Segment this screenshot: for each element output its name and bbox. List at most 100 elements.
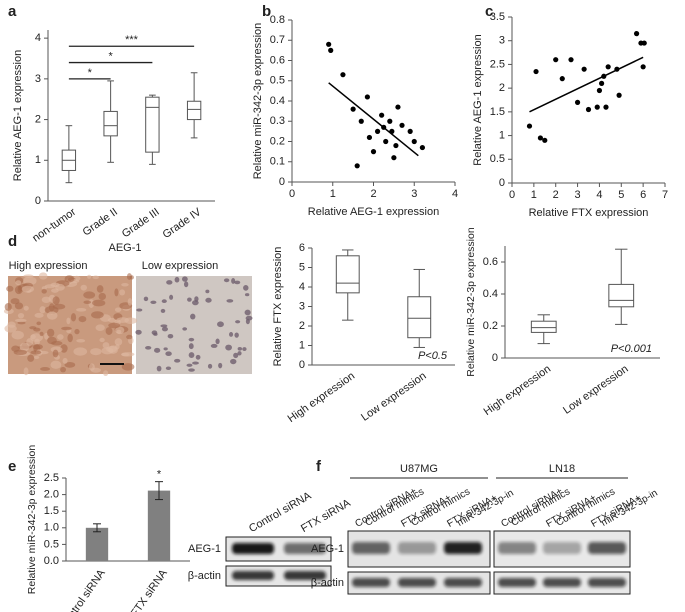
- blot-band: [284, 543, 326, 554]
- blot-band: [498, 578, 536, 587]
- tissue-stain: [74, 328, 80, 335]
- tissue-stain: [127, 298, 133, 306]
- tissue-stain: [4, 302, 12, 311]
- point: [596, 87, 603, 94]
- cell-nucleus: [188, 337, 195, 342]
- y-tick-label: 3: [299, 300, 305, 312]
- panel-letter: b: [262, 3, 271, 20]
- significance-label: *: [88, 67, 93, 79]
- tissue-stain: [83, 300, 92, 304]
- tissue-stain: [61, 326, 72, 331]
- tissue-stain: [41, 288, 47, 294]
- tissue-stain: [6, 285, 14, 292]
- tissue-stain: [7, 321, 16, 328]
- y-tick-label: 2: [499, 82, 505, 94]
- blot-band: [588, 578, 626, 587]
- cell-nucleus: [217, 321, 224, 328]
- y-tick-label: 0: [492, 352, 498, 364]
- row-label: AEG-1: [188, 543, 221, 555]
- x-axis-label: Relative AEG-1 expression: [308, 206, 439, 218]
- y-tick-label: 5: [299, 261, 305, 273]
- x-tick-label: Control siRNA: [58, 567, 108, 612]
- tissue-stain: [34, 312, 44, 318]
- tissue-stain: [11, 330, 24, 340]
- point: [399, 122, 405, 128]
- cell-nucleus: [150, 300, 157, 304]
- tissue-stain: [90, 348, 102, 356]
- group-label: LN18: [549, 463, 575, 475]
- cell-nucleus: [156, 365, 162, 372]
- x-tick-label: 4: [452, 188, 458, 200]
- tissue-stain: [36, 321, 42, 326]
- tissue-stain: [121, 352, 135, 357]
- y-tick-label: 3: [499, 35, 505, 47]
- tissue-stain: [98, 292, 107, 301]
- tissue-stain: [67, 333, 73, 343]
- y-tick-label: 0.7: [270, 34, 285, 46]
- box: [103, 110, 118, 137]
- significance-label: *: [108, 50, 113, 62]
- x-tick-label: non-tumor: [30, 206, 78, 245]
- tissue-stain: [70, 313, 77, 322]
- tissue-stain: [21, 285, 34, 293]
- point: [407, 128, 413, 134]
- blot-band: [588, 542, 626, 554]
- panel-letter: c: [485, 3, 493, 20]
- tissue-stain: [39, 306, 46, 314]
- y-tick-label: 0.5: [490, 153, 505, 165]
- y-tick-label: 4: [299, 281, 305, 293]
- tissue-stain: [78, 315, 87, 323]
- point: [641, 40, 647, 46]
- tissue-stain: [50, 360, 62, 369]
- blot-band: [284, 571, 326, 580]
- group-label: U87MG: [400, 463, 438, 475]
- y-tick-label: 4: [35, 32, 41, 44]
- tissue-stain: [66, 317, 71, 325]
- cell-nucleus: [218, 362, 223, 369]
- blot-band: [398, 542, 436, 554]
- cell-nucleus: [174, 358, 181, 363]
- blot-band: [352, 542, 390, 554]
- blot-band: [232, 571, 274, 580]
- tissue-stain: [14, 302, 24, 310]
- x-tick-label: 4: [596, 189, 602, 201]
- panel-letter: f: [316, 458, 322, 475]
- tissue-stain: [121, 363, 135, 371]
- tissue-stain: [53, 303, 66, 310]
- cell-nucleus: [245, 318, 250, 325]
- tissue-stain: [101, 347, 114, 355]
- y-tick-label: 0.6: [483, 256, 498, 268]
- y-axis-label: Relative miR-342-3p expression: [465, 227, 477, 377]
- tissue-stain: [15, 280, 22, 286]
- point: [616, 92, 622, 98]
- point: [526, 123, 533, 129]
- tissue-stain: [29, 326, 37, 330]
- cell-nucleus: [205, 289, 210, 294]
- cell-nucleus: [237, 351, 242, 356]
- y-tick-label: 0.1: [270, 156, 285, 168]
- tissue-stain: [38, 272, 48, 280]
- tissue-stain: [19, 342, 30, 352]
- y-tick-label: 1.5: [44, 505, 59, 517]
- cell-nucleus: [225, 344, 232, 351]
- point: [340, 72, 346, 78]
- tissue-stain: [92, 275, 99, 280]
- y-axis-label: Relative AEG-1 expression: [12, 50, 24, 181]
- cell-nucleus: [234, 280, 241, 285]
- cell-nucleus: [182, 327, 188, 331]
- x-tick-label: 5: [618, 189, 624, 201]
- tissue-stain: [80, 284, 88, 291]
- box: [145, 96, 160, 153]
- row-label: β-actin: [188, 570, 221, 582]
- point: [326, 41, 332, 47]
- point: [411, 138, 417, 145]
- cell-nucleus: [195, 354, 201, 360]
- point: [594, 104, 600, 110]
- cell-nucleus: [153, 332, 158, 336]
- cell-nucleus: [166, 280, 173, 285]
- point: [419, 144, 425, 151]
- tissue-stain: [108, 322, 121, 329]
- box: [186, 100, 202, 121]
- point: [568, 57, 574, 63]
